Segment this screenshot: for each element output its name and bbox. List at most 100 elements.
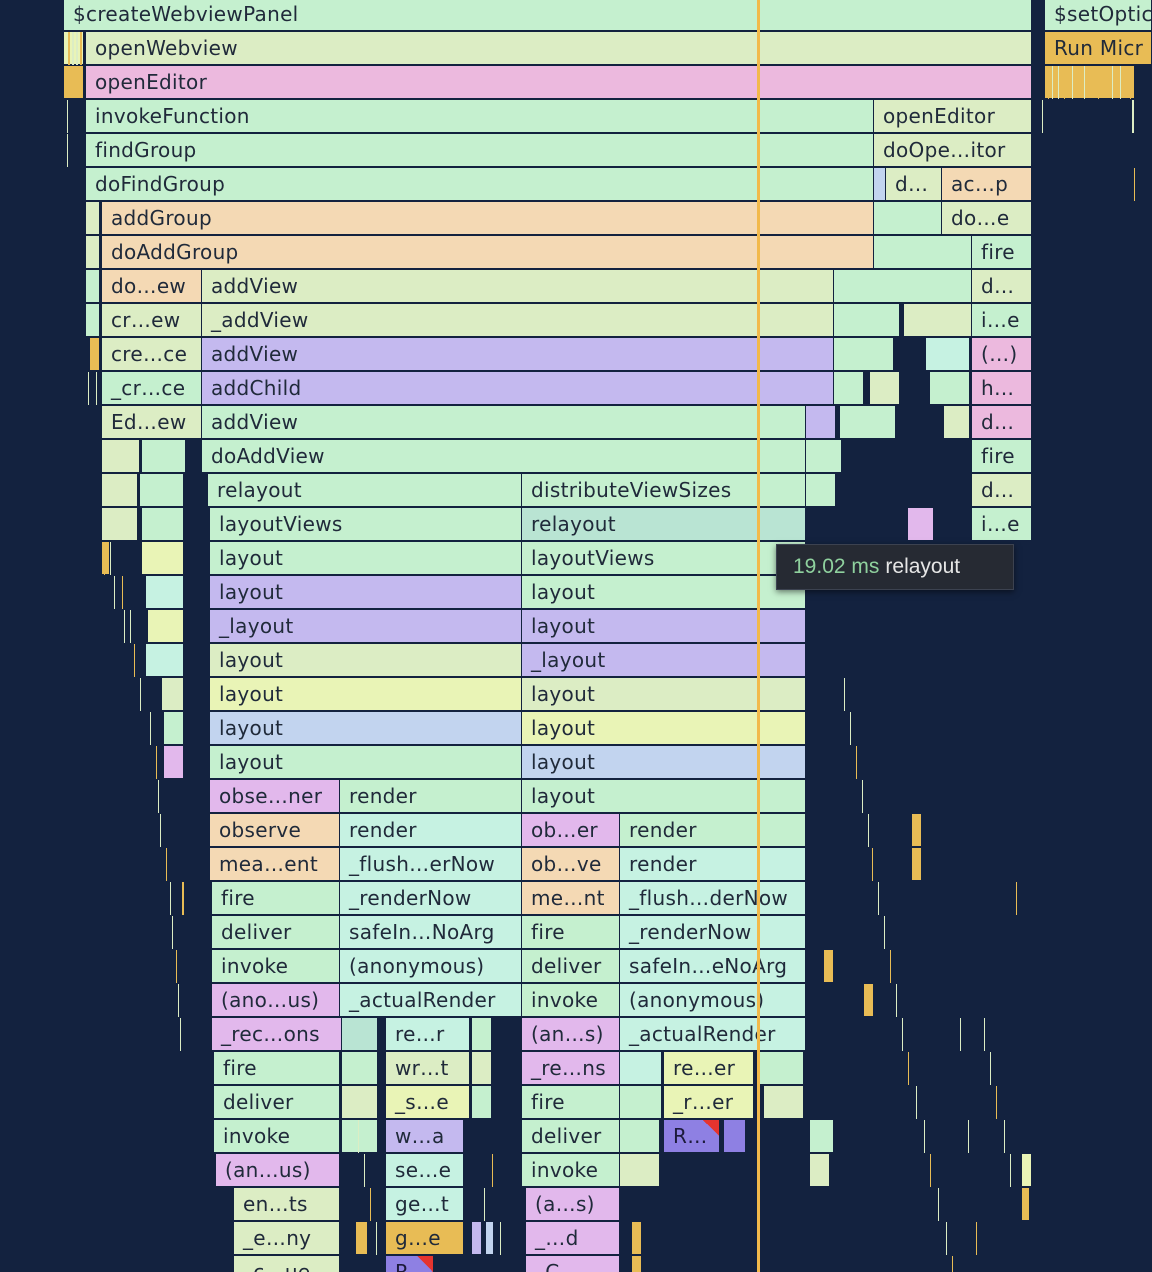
flame-frame-sliver[interactable] bbox=[342, 1120, 378, 1153]
flame-frame[interactable]: layout bbox=[522, 746, 806, 779]
flame-frame[interactable]: do…e bbox=[942, 202, 1032, 235]
flame-frame[interactable]: d… bbox=[886, 168, 942, 201]
flame-frame[interactable]: _…d bbox=[526, 1222, 620, 1255]
flame-frame[interactable]: me…nt bbox=[522, 882, 620, 915]
flame-frame-sliver[interactable] bbox=[824, 950, 834, 983]
flame-frame-sliver[interactable] bbox=[342, 1086, 378, 1119]
flame-frame-sliver[interactable] bbox=[930, 372, 970, 405]
flame-frame[interactable]: _r…er bbox=[664, 1086, 754, 1119]
flame-frame[interactable]: fire bbox=[522, 1086, 620, 1119]
flame-frame[interactable]: mea…ent bbox=[210, 848, 340, 881]
flame-frame[interactable]: invoke bbox=[522, 1154, 620, 1187]
flame-frame[interactable]: h… bbox=[972, 372, 1032, 405]
flame-frame-sliver[interactable] bbox=[102, 508, 138, 541]
flame-frame[interactable]: do…ew bbox=[102, 270, 202, 303]
flame-frame-sliver[interactable] bbox=[632, 1222, 642, 1255]
flame-frame-sliver[interactable] bbox=[146, 644, 184, 677]
flame-frame[interactable]: deliver bbox=[522, 1120, 620, 1153]
flame-frame[interactable]: w…a bbox=[386, 1120, 464, 1153]
flame-frame[interactable]: doAddView bbox=[202, 440, 806, 473]
flame-frame[interactable]: relayout bbox=[208, 474, 522, 507]
flame-frame[interactable]: R… bbox=[386, 1256, 434, 1272]
flame-frame[interactable]: layout bbox=[210, 712, 522, 745]
flame-frame[interactable]: fire bbox=[522, 916, 620, 949]
flame-frame[interactable]: openEditor bbox=[874, 100, 1032, 133]
flame-frame[interactable]: layout bbox=[522, 576, 806, 609]
flame-frame[interactable]: addGroup bbox=[102, 202, 874, 235]
flame-frame-sliver[interactable] bbox=[874, 236, 972, 269]
flame-frame-sliver[interactable] bbox=[472, 1086, 492, 1119]
flame-frame-sliver[interactable] bbox=[146, 576, 184, 609]
flame-frame[interactable]: (an…us) bbox=[216, 1154, 340, 1187]
flame-frame-sliver[interactable] bbox=[632, 1256, 642, 1272]
flame-frame[interactable]: _rec…ons bbox=[212, 1018, 342, 1051]
flame-frame[interactable]: invoke bbox=[522, 984, 620, 1017]
flame-frame[interactable]: (…) bbox=[972, 338, 1032, 371]
flame-frame[interactable]: render bbox=[340, 780, 522, 813]
flame-frame-sliver[interactable] bbox=[724, 1120, 746, 1153]
flame-frame[interactable]: invokeFunction bbox=[86, 100, 874, 133]
flame-frame[interactable]: layoutViews bbox=[522, 542, 806, 575]
flame-frame-sliver[interactable] bbox=[102, 474, 138, 507]
flame-frame[interactable]: cre…ce bbox=[102, 338, 202, 371]
flame-frame-sliver[interactable] bbox=[472, 1052, 492, 1085]
flame-frame[interactable]: openEditor bbox=[86, 66, 1032, 99]
flame-frame[interactable]: (ano…us) bbox=[212, 984, 340, 1017]
flame-frame[interactable]: layout bbox=[522, 712, 806, 745]
flame-frame[interactable]: R… bbox=[664, 1120, 720, 1153]
flame-frame-sliver[interactable] bbox=[944, 406, 970, 439]
flame-frame[interactable]: distributeViewSizes bbox=[522, 474, 806, 507]
flame-frame-sliver[interactable] bbox=[870, 372, 900, 405]
flame-frame-sliver[interactable] bbox=[142, 542, 184, 575]
flame-frame[interactable]: i…e bbox=[972, 304, 1032, 337]
flame-frame[interactable]: (anonymous) bbox=[340, 950, 522, 983]
flame-frame[interactable]: layout bbox=[210, 746, 522, 779]
flame-frame-sliver[interactable] bbox=[874, 202, 942, 235]
flame-frame-sliver[interactable] bbox=[620, 1052, 662, 1085]
flame-frame-sliver[interactable] bbox=[620, 1120, 660, 1153]
flame-frame[interactable]: layout bbox=[210, 644, 522, 677]
flame-frame-sliver[interactable] bbox=[102, 440, 140, 473]
flame-frame-sliver[interactable] bbox=[834, 270, 972, 303]
flame-frame-sliver[interactable] bbox=[620, 1154, 660, 1187]
flame-frame[interactable]: Ed…ew bbox=[102, 406, 202, 439]
flame-frame[interactable]: _layout bbox=[210, 610, 522, 643]
flame-frame-sliver[interactable] bbox=[356, 1222, 368, 1255]
flame-frame[interactable]: addView bbox=[202, 270, 834, 303]
flame-frame-sliver[interactable] bbox=[760, 1052, 804, 1085]
flame-frame[interactable]: safeIn…NoArg bbox=[340, 916, 522, 949]
flame-frame-sliver[interactable] bbox=[142, 440, 186, 473]
flame-frame-sliver[interactable] bbox=[912, 814, 922, 847]
flame-frame-sliver[interactable] bbox=[912, 848, 922, 881]
flame-frame[interactable]: ob…ve bbox=[522, 848, 620, 881]
flame-frame[interactable]: ob…er bbox=[522, 814, 620, 847]
flame-frame[interactable]: doAddGroup bbox=[102, 236, 874, 269]
flame-frame[interactable]: _cr…ce bbox=[102, 372, 202, 405]
flame-frame[interactable]: addView bbox=[202, 406, 806, 439]
flame-frame[interactable]: doFindGroup bbox=[86, 168, 874, 201]
flame-frame[interactable]: $setOptic bbox=[1045, 0, 1152, 31]
flame-frame[interactable]: (a…s) bbox=[526, 1188, 620, 1221]
flame-frame[interactable]: _renderNow bbox=[620, 916, 806, 949]
flame-frame[interactable]: safeIn…eNoArg bbox=[620, 950, 806, 983]
flame-frame[interactable]: _c…ue bbox=[234, 1256, 340, 1272]
flame-frame[interactable]: fire bbox=[214, 1052, 340, 1085]
flame-frame[interactable]: d… bbox=[972, 270, 1032, 303]
flame-frame[interactable]: render bbox=[340, 814, 522, 847]
flame-frame-sliver[interactable] bbox=[486, 1222, 494, 1255]
flame-frame[interactable]: en…ts bbox=[234, 1188, 340, 1221]
flame-frame[interactable]: invoke bbox=[214, 1120, 340, 1153]
flame-frame[interactable]: addView bbox=[202, 338, 834, 371]
flame-frame-sliver[interactable] bbox=[1022, 1154, 1032, 1187]
flame-frame[interactable]: _flush…derNow bbox=[620, 882, 806, 915]
flame-frame[interactable]: deliver bbox=[212, 916, 340, 949]
flame-frame-sliver[interactable] bbox=[164, 712, 184, 745]
flame-frame-sliver[interactable] bbox=[620, 1086, 662, 1119]
flame-frame-sliver[interactable] bbox=[864, 984, 874, 1017]
flame-frame[interactable]: g…e bbox=[386, 1222, 464, 1255]
flame-frame-sliver[interactable] bbox=[164, 746, 184, 779]
flame-frame[interactable]: layout bbox=[522, 678, 806, 711]
flame-frame-sliver[interactable] bbox=[162, 678, 184, 711]
flame-frame[interactable]: layout bbox=[210, 576, 522, 609]
flame-frame-sliver[interactable] bbox=[926, 338, 970, 371]
